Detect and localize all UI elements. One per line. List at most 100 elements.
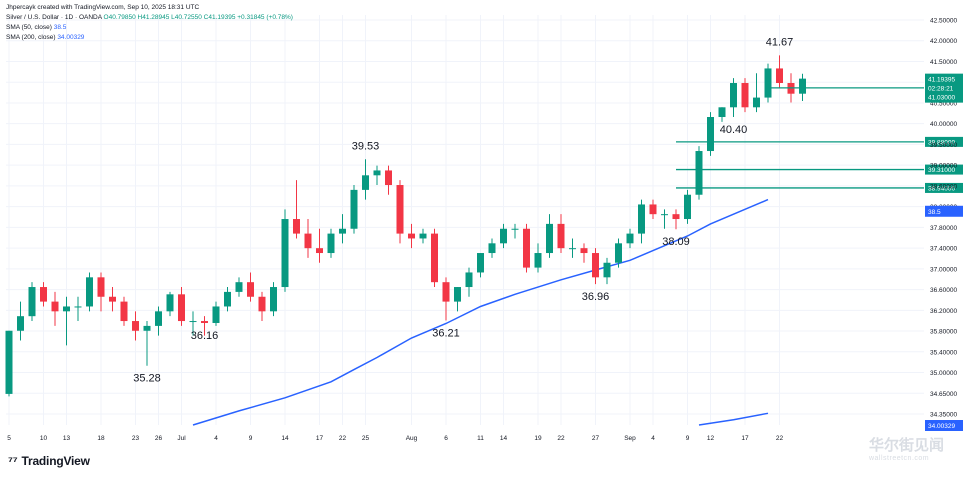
candle-up — [546, 223, 553, 254]
time-tick-label: 18 — [97, 435, 105, 442]
time-tick-label: 12 — [707, 435, 715, 442]
price-tick-label: 35.00000 — [930, 370, 957, 377]
candle-up — [235, 282, 243, 292]
price-tick-label: 34.35000 — [930, 412, 957, 419]
price-label-text: 41.03000 — [928, 95, 955, 102]
tradingview-logo[interactable]: ⁷⁷ TradingView — [8, 454, 90, 468]
price-tick-label: 37.00000 — [930, 266, 957, 273]
time-tick-label: 14 — [500, 435, 508, 442]
candle-down — [40, 287, 47, 302]
time-tick-label: 4 — [651, 435, 655, 442]
candle-up — [28, 287, 36, 317]
level-label-bg — [925, 164, 963, 175]
candle-down — [431, 233, 438, 283]
time-tick-label: 14 — [281, 435, 289, 442]
level-label-bg — [925, 136, 963, 147]
price-annotation: 36.16 — [191, 330, 219, 342]
price-tick-label: 39.00000 — [930, 163, 957, 170]
candle-up — [454, 287, 461, 302]
candle-up — [638, 204, 645, 234]
sma200-line — [698, 412, 769, 426]
price-annotation: 35.28 — [133, 373, 161, 385]
sma200-legend[interactable]: SMA (200, close) 34.00329 — [6, 33, 84, 42]
price-label-text: 34.00329 — [928, 423, 955, 430]
candle-down — [304, 233, 312, 249]
time-tick-label: 4 — [214, 435, 218, 442]
time-tick-label: Aug — [406, 435, 418, 442]
price-tick-label: 37.80000 — [930, 225, 957, 232]
candle-down — [132, 321, 139, 331]
price-annotation: 41.67 — [766, 36, 794, 48]
time-tick-label: 13 — [63, 435, 71, 442]
time-tick-label: 11 — [477, 435, 484, 442]
time-tick-label: 6 — [444, 435, 448, 442]
price-tick-label: 35.80000 — [930, 329, 957, 336]
candle-up — [753, 97, 760, 108]
symbol-legend[interactable]: Silver / U.S. Dollar · 1D · OANDA O40.79… — [6, 13, 293, 22]
candle-up — [534, 253, 542, 268]
price-tick-label: 42.00000 — [930, 38, 957, 45]
candle-down — [649, 204, 657, 215]
price-tick-label: 39.50000 — [930, 142, 957, 149]
time-tick-label: 26 — [155, 435, 163, 442]
candle-down — [442, 282, 450, 302]
price-label-bg — [925, 73, 963, 103]
candle-up — [362, 175, 369, 190]
time-tick-label: 27 — [592, 435, 600, 442]
time-tick-label: 10 — [40, 435, 48, 442]
level-label-bg — [925, 182, 963, 193]
candle-up — [281, 219, 289, 288]
candle-up — [764, 68, 772, 98]
candle-down — [396, 185, 404, 234]
price-tick-label: 34.65000 — [930, 391, 957, 398]
candle-up — [799, 78, 806, 94]
candle-up — [718, 107, 726, 118]
price-tick-label: 36.20000 — [930, 308, 957, 315]
candle-down — [109, 296, 116, 302]
candle-up — [626, 233, 634, 244]
price-tick-label: 42.50000 — [930, 18, 957, 25]
level-label: 39.88000 — [928, 139, 955, 146]
ohlc-values: O40.79850 H41.28945 L40.72550 C41.19395 … — [103, 14, 293, 21]
candle-up — [212, 306, 220, 323]
candle-up — [695, 151, 703, 195]
candle-down — [120, 301, 128, 322]
candle-down — [258, 296, 266, 312]
candle-up — [270, 287, 277, 312]
candle-up — [17, 316, 24, 331]
time-tick-label: 19 — [534, 435, 542, 442]
sma-lines — [192, 198, 769, 426]
price-annotation: 36.21 — [432, 328, 460, 340]
time-tick-label: Jul — [177, 435, 186, 442]
candle-up — [74, 306, 82, 308]
candle-down — [741, 83, 749, 108]
candle-down — [592, 253, 599, 278]
price-label-text: 02:28:21 — [928, 86, 954, 93]
price-label-text: 41.19395 — [928, 77, 955, 84]
sma50-legend[interactable]: SMA (50, close) 38.5 — [6, 23, 66, 32]
price-annotation: 38.09 — [662, 236, 690, 248]
time-tick-label: 17 — [741, 435, 749, 442]
sma200-label: SMA (200, close) — [6, 34, 56, 41]
watermark: 华尔街见闻 wallstreetcn.com — [869, 434, 944, 462]
price-labels: 41.19395 02:28:21 41.03000 38.5 34.00329 — [925, 73, 963, 431]
watermark-sub: wallstreetcn.com — [868, 455, 930, 462]
time-tick-label: Sep — [624, 435, 636, 442]
candle-up — [339, 228, 346, 234]
grid-lines — [6, 15, 924, 425]
time-axis[interactable]: 5 10 13 18 23 26 Jul 4 9 14 17 22 25 Aug 6 11 14 19 22 27 Se… — [7, 435, 783, 442]
candle-up — [511, 228, 519, 230]
candle-up — [155, 311, 162, 326]
price-label-bg — [925, 420, 963, 431]
candle-down — [316, 248, 323, 254]
price-tick-label: 41.50000 — [930, 59, 957, 66]
price-tick-label: 37.40000 — [930, 246, 957, 253]
chart-caption: Jhpercayk created with TradingView.com, … — [6, 3, 199, 12]
candle-down — [776, 68, 783, 84]
brand-name: TradingView — [21, 454, 90, 468]
candle-down — [51, 301, 59, 312]
tv-logo-icon: ⁷⁷ — [8, 454, 18, 468]
time-tick-label: 22 — [557, 435, 565, 442]
price-tick-label: 38.60000 — [930, 183, 957, 190]
